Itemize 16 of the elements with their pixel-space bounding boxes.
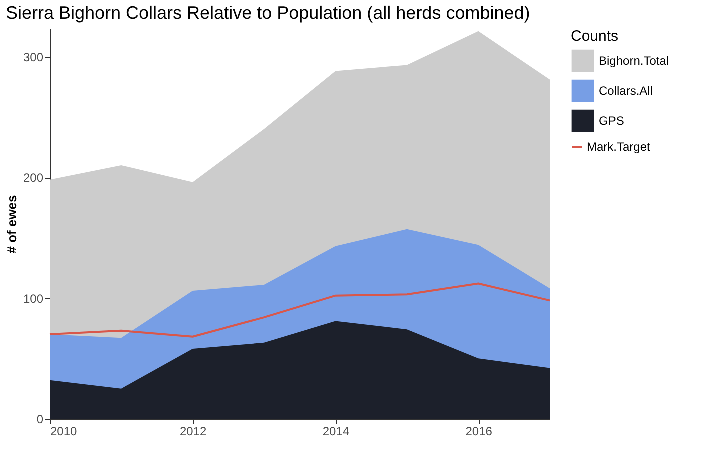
y-tick-label: 300 [23, 50, 44, 64]
x-tick-label: 2012 [180, 424, 208, 438]
x-tick-label: 2014 [322, 424, 350, 438]
x-tick-label: 2016 [466, 424, 493, 438]
y-axis-title: # of ewes [4, 195, 20, 254]
legend-label: Bighorn.Total [599, 54, 670, 68]
legend-title: Counts [571, 28, 619, 45]
legend-label: Collars.All [599, 84, 654, 98]
chart-title: Sierra Bighorn Collars Relative to Population (all herds combined) [6, 3, 530, 23]
line-series [49, 282, 551, 338]
y-tick-label: 200 [23, 171, 44, 186]
legend-label: GPS [599, 114, 624, 128]
x-tick-label: 2010 [50, 424, 78, 438]
y-tick-label: 100 [23, 292, 44, 306]
y-tick-label: 0 [36, 412, 44, 426]
legend-label: Mark.Target [587, 140, 652, 154]
